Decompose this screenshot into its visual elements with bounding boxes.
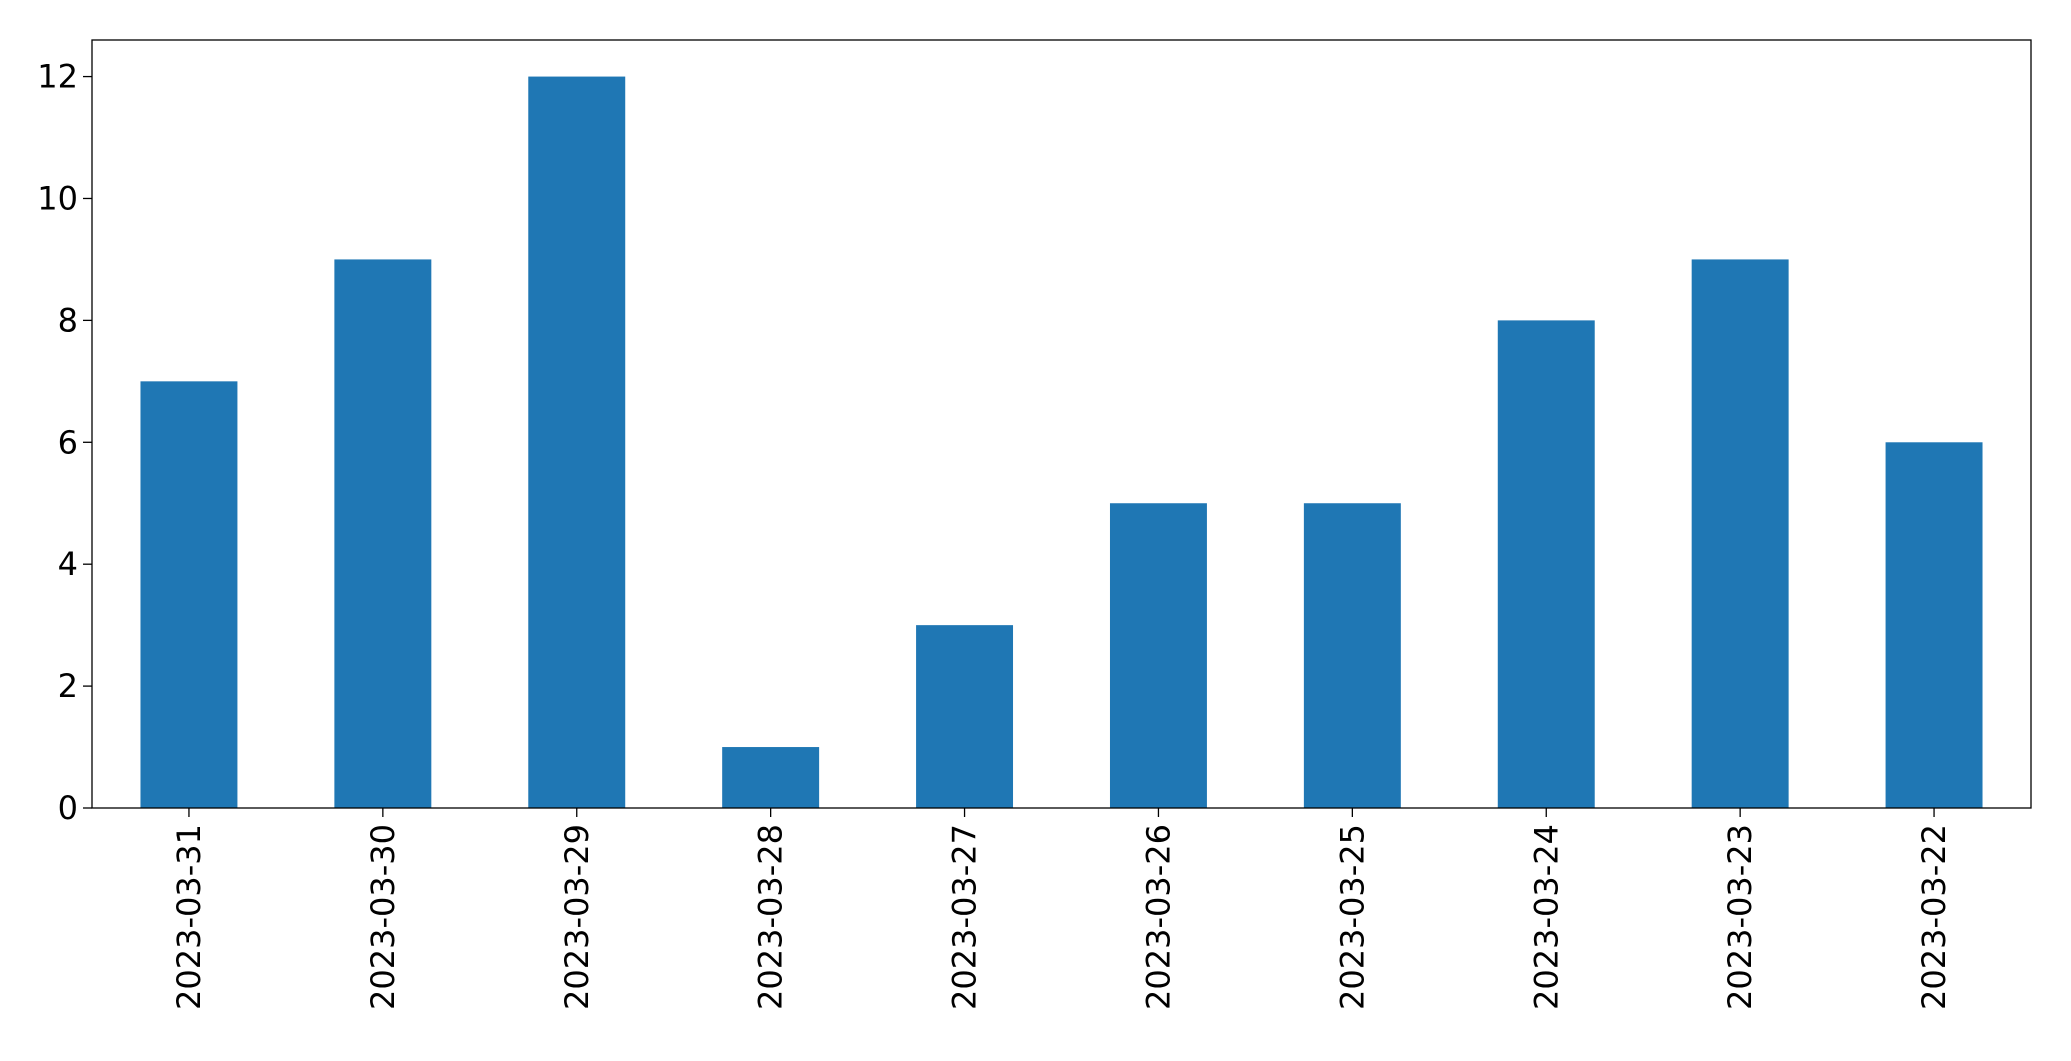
bar — [528, 76, 626, 809]
x-tick-label: 2023-03-31 — [170, 824, 208, 1010]
bar — [1885, 442, 1983, 808]
bar — [1497, 320, 1595, 808]
bar — [140, 381, 238, 808]
x-tick-label: 2023-03-27 — [946, 824, 984, 1010]
x-tick-label: 2023-03-25 — [1333, 824, 1371, 1010]
bar — [1691, 259, 1789, 808]
plot-frame — [91, 39, 2032, 809]
bar — [1109, 503, 1207, 808]
y-tick-label: 10 — [37, 179, 78, 217]
bar — [1303, 503, 1401, 808]
y-tick-label: 6 — [58, 423, 78, 461]
y-tick-label: 0 — [58, 789, 78, 827]
x-tick-label: 2023-03-22 — [1915, 824, 1953, 1010]
x-tick-label: 2023-03-29 — [558, 824, 596, 1010]
x-tick-label: 2023-03-26 — [1139, 824, 1177, 1010]
bar — [722, 747, 820, 808]
y-tick-label: 8 — [58, 301, 78, 339]
y-tick-label: 4 — [58, 545, 78, 583]
y-tick-label: 12 — [37, 58, 78, 96]
bar — [916, 625, 1014, 808]
x-tick-label: 2023-03-28 — [752, 824, 790, 1010]
y-tick-label: 2 — [58, 667, 78, 705]
bar — [334, 259, 432, 808]
x-tick-label: 2023-03-24 — [1527, 824, 1565, 1010]
x-tick-label: 2023-03-23 — [1721, 824, 1759, 1010]
x-tick-label: 2023-03-30 — [364, 824, 402, 1010]
